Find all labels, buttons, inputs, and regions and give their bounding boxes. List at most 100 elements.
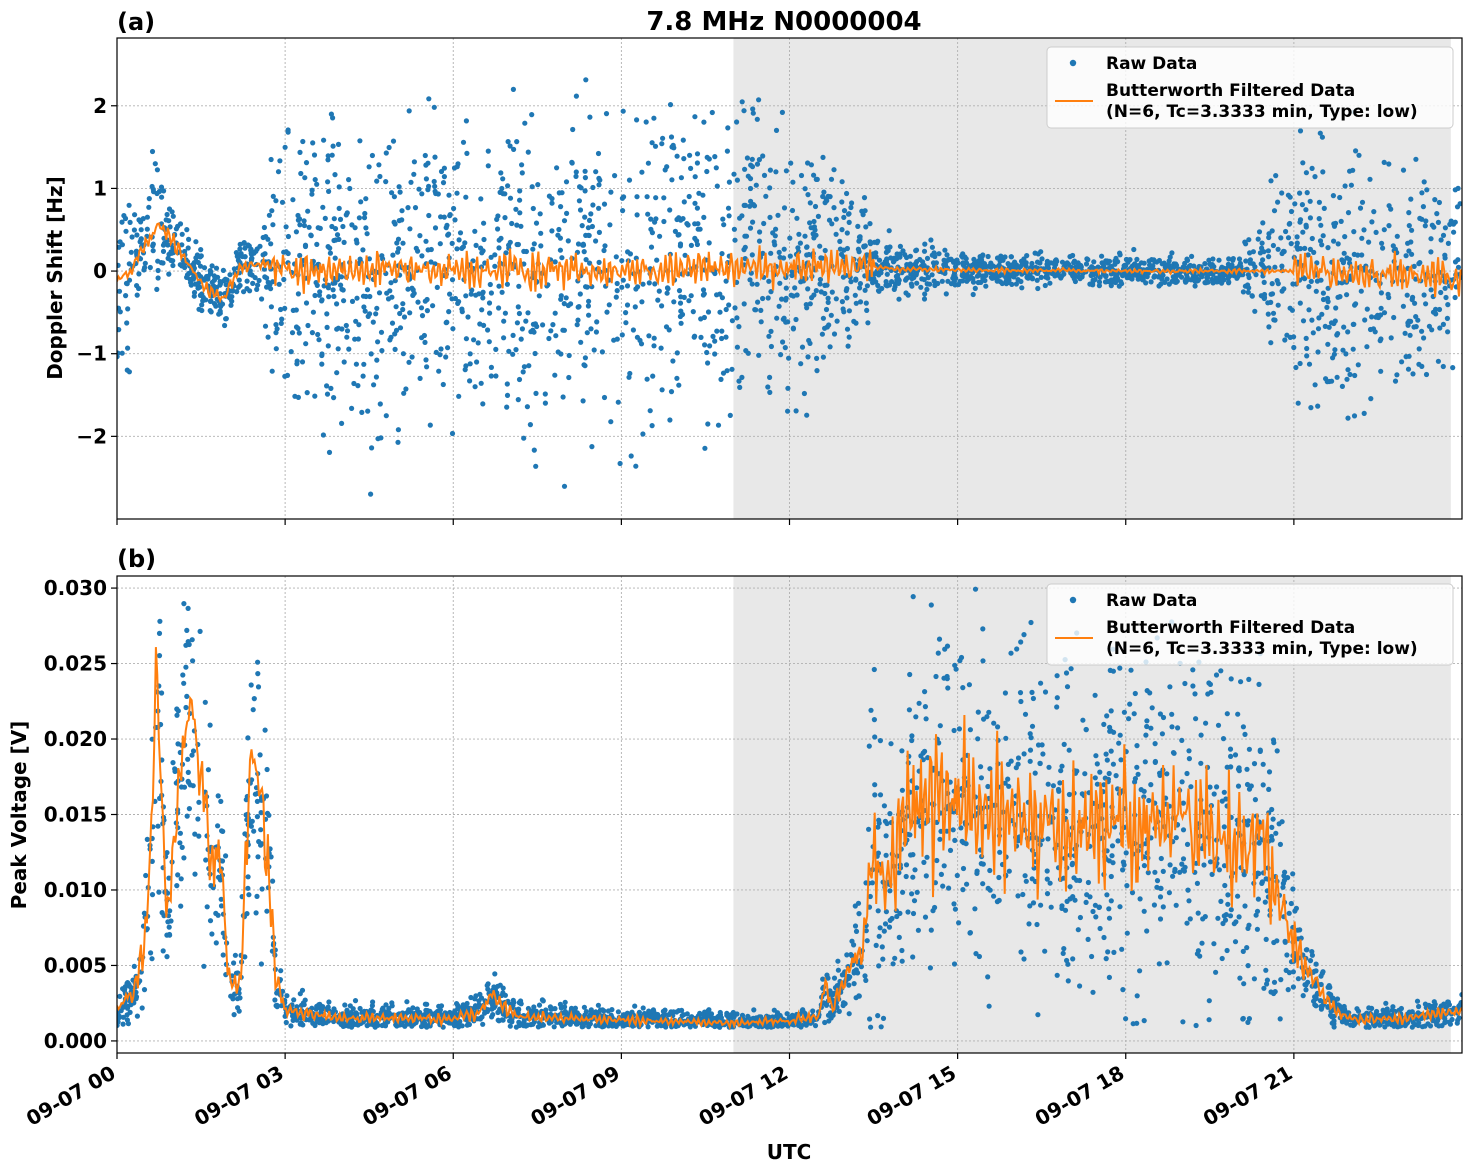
raw-data-point	[1358, 288, 1364, 294]
raw-data-point	[451, 165, 458, 171]
raw-data-point	[285, 250, 291, 257]
raw-data-point	[1151, 902, 1157, 908]
raw-data-point	[628, 453, 634, 459]
raw-data-point	[306, 224, 312, 230]
raw-data-point	[181, 601, 187, 607]
raw-data-point	[1117, 904, 1123, 910]
raw-data-point	[1266, 769, 1273, 775]
raw-data-point	[714, 328, 720, 334]
raw-data-point	[384, 290, 390, 296]
raw-data-point	[421, 332, 427, 339]
raw-data-point	[475, 340, 481, 346]
raw-data-point	[432, 225, 439, 231]
raw-data-point	[964, 881, 970, 887]
raw-data-point	[676, 232, 682, 238]
raw-data-point	[790, 179, 796, 185]
raw-data-point	[1083, 261, 1090, 267]
raw-data-point	[863, 928, 869, 934]
raw-data-point	[970, 291, 976, 298]
raw-data-point	[215, 874, 222, 880]
raw-data-point	[1259, 880, 1265, 887]
raw-data-point	[1216, 867, 1222, 873]
raw-data-point	[747, 277, 753, 283]
raw-data-point	[178, 903, 184, 909]
raw-data-point	[1342, 183, 1348, 189]
raw-data-point	[373, 311, 379, 317]
raw-data-point	[192, 871, 198, 877]
raw-data-point	[1282, 337, 1288, 343]
raw-data-point	[607, 222, 613, 228]
raw-data-point	[362, 210, 368, 217]
raw-data-point	[431, 178, 437, 185]
raw-data-point	[1443, 294, 1449, 301]
raw-data-point	[371, 382, 377, 388]
raw-data-point	[1135, 771, 1141, 777]
raw-data-point	[1116, 740, 1122, 746]
raw-data-point	[1018, 949, 1024, 955]
raw-data-point	[399, 208, 405, 214]
raw-data-point	[181, 784, 188, 790]
raw-data-point	[1421, 292, 1427, 298]
raw-data-point	[1114, 276, 1120, 282]
raw-data-point	[310, 140, 316, 146]
raw-data-point	[713, 165, 719, 171]
raw-data-point	[393, 327, 400, 333]
raw-data-point	[1166, 890, 1172, 896]
raw-data-point	[1347, 371, 1353, 378]
raw-data-point	[399, 217, 405, 223]
raw-data-point	[596, 229, 603, 235]
raw-data-point	[395, 427, 401, 433]
raw-data-point	[361, 361, 367, 367]
raw-data-point	[1290, 984, 1296, 990]
raw-data-point	[845, 211, 852, 217]
raw-data-point	[789, 207, 796, 214]
raw-data-point	[1244, 766, 1250, 772]
raw-data-point	[750, 110, 756, 116]
raw-data-point	[789, 272, 795, 279]
raw-data-point	[405, 205, 411, 211]
raw-data-point	[1381, 1011, 1388, 1017]
raw-data-point	[1436, 199, 1442, 206]
raw-data-point	[299, 359, 306, 365]
raw-data-point	[496, 237, 502, 243]
raw-data-point	[273, 346, 279, 352]
raw-data-point	[767, 185, 773, 191]
raw-data-point	[383, 179, 389, 185]
raw-data-point	[1319, 311, 1325, 317]
raw-data-point	[755, 299, 761, 305]
raw-data-point	[1350, 167, 1356, 173]
raw-data-point	[1320, 296, 1327, 303]
raw-data-point	[143, 872, 149, 879]
raw-data-point	[161, 240, 167, 246]
raw-data-point	[794, 215, 800, 221]
raw-data-point	[174, 712, 180, 718]
raw-data-point	[179, 231, 185, 237]
raw-data-point	[136, 271, 142, 277]
raw-data-point	[574, 322, 580, 328]
raw-data-point	[1226, 256, 1232, 262]
raw-data-point	[852, 292, 858, 298]
raw-data-point	[1444, 315, 1450, 321]
raw-data-point	[269, 208, 275, 214]
raw-data-point	[739, 374, 745, 380]
raw-data-point	[241, 240, 247, 246]
raw-data-point	[1272, 317, 1278, 323]
raw-data-point	[634, 212, 640, 218]
raw-data-point	[1165, 262, 1171, 268]
raw-data-point	[117, 288, 123, 294]
raw-data-point	[164, 932, 170, 938]
raw-data-point	[1247, 250, 1253, 256]
raw-data-point	[454, 190, 460, 196]
raw-data-point	[714, 183, 720, 189]
raw-data-point	[811, 172, 817, 178]
raw-data-point	[316, 337, 322, 343]
raw-data-point	[1288, 208, 1295, 215]
raw-data-point	[1423, 371, 1430, 378]
raw-data-point	[876, 820, 882, 826]
raw-data-point	[354, 240, 360, 246]
raw-data-point	[658, 345, 664, 351]
raw-data-point	[124, 1005, 131, 1011]
raw-data-point	[1204, 274, 1211, 280]
raw-data-point	[974, 273, 981, 279]
raw-data-point	[478, 245, 484, 251]
